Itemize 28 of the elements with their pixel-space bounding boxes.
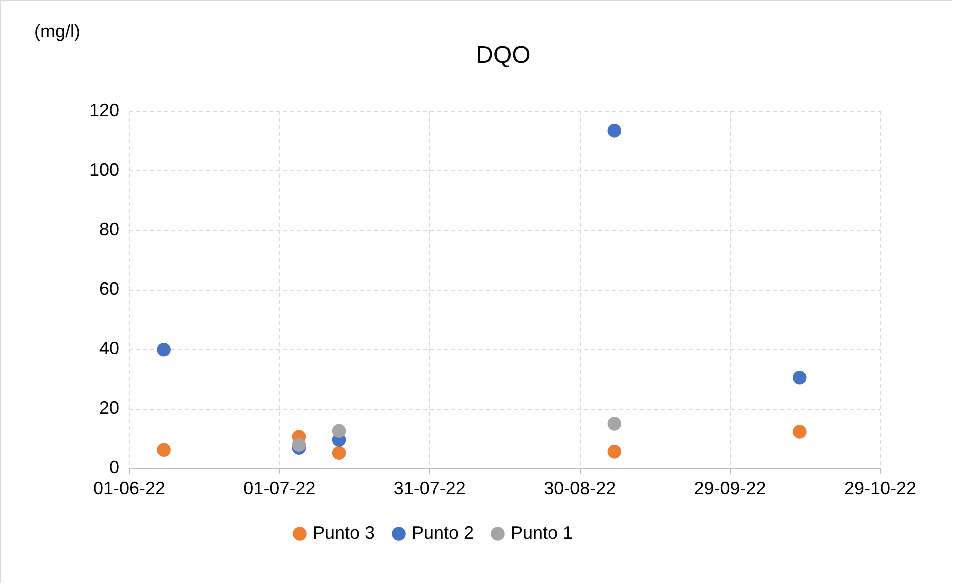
x-tick-label: 29-10-22 <box>844 478 917 498</box>
x-tick-label: 29-09-22 <box>694 478 766 498</box>
legend-label: Punto 3 <box>313 523 376 543</box>
point <box>608 445 622 459</box>
point <box>332 424 346 438</box>
point <box>608 417 622 431</box>
chart-title: DQO <box>475 42 532 70</box>
y-tick-label: 100 <box>89 160 120 180</box>
y-tick-label: 80 <box>99 220 120 240</box>
point <box>332 446 346 460</box>
y-tick-label: 40 <box>99 338 120 358</box>
y-tick-label: 120 <box>89 100 120 120</box>
y-tick-label: 0 <box>109 458 120 478</box>
point <box>292 438 306 452</box>
y-axis-title: (mg/l) <box>34 22 80 42</box>
x-tick-label: 31-07-22 <box>394 478 466 498</box>
y-tick-label: 60 <box>99 279 120 299</box>
x-tick-label: 30-08-22 <box>544 478 616 498</box>
point <box>793 370 807 385</box>
point <box>157 443 171 458</box>
x-tick-label: 01-06-22 <box>93 478 166 498</box>
y-tick-label: 20 <box>99 398 120 418</box>
legend-label: Punto 2 <box>412 523 474 543</box>
point <box>157 343 171 357</box>
point <box>793 425 807 439</box>
legend-label: Punto 1 <box>511 523 574 543</box>
point <box>608 124 622 138</box>
x-tick-label: 01-07-22 <box>244 478 316 498</box>
